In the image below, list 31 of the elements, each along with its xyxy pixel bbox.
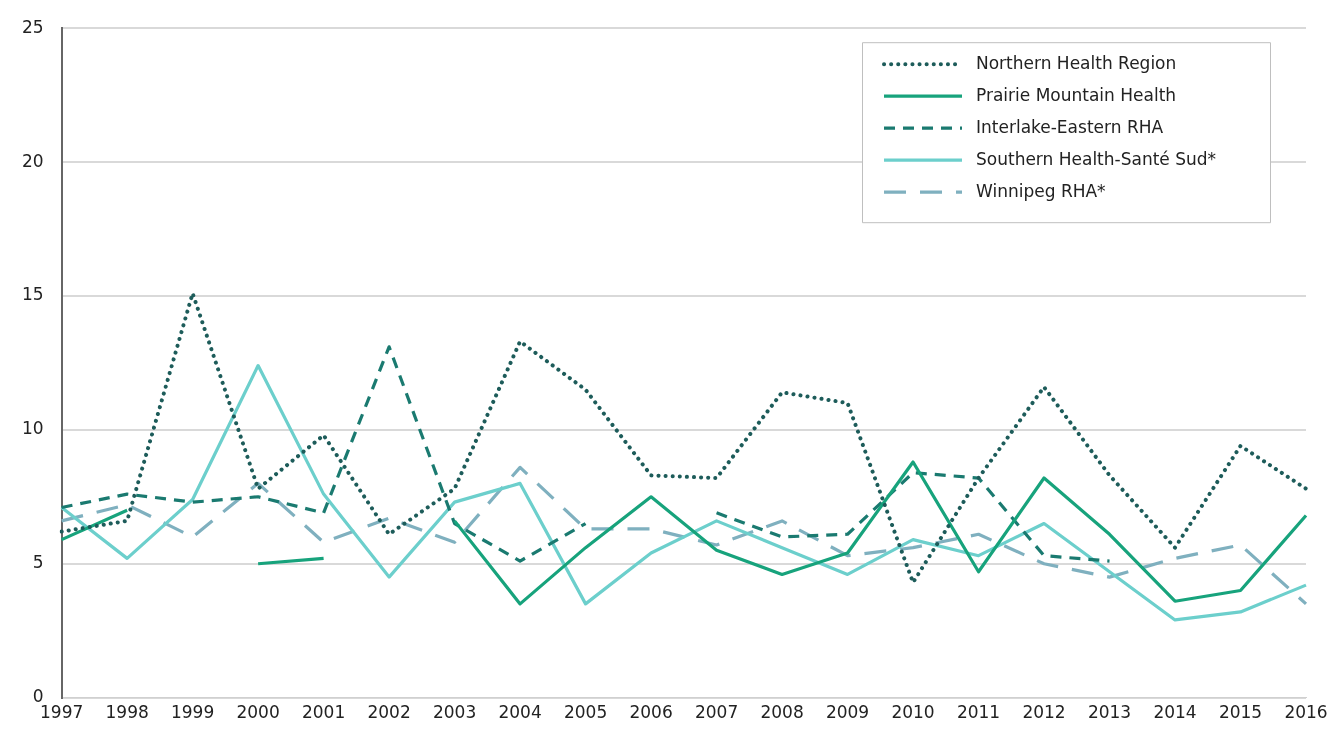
x-tick-label: 2003	[432, 702, 477, 723]
x-tick-label: 2004	[498, 702, 542, 723]
x-tick-label: 2011	[956, 702, 1001, 723]
x-tick-label: 2007	[694, 702, 739, 723]
y-tick-label: 25	[21, 16, 44, 37]
x-tick-label: 2000	[236, 702, 280, 723]
y-tick-label: 20	[21, 150, 44, 171]
x-tick-label: 2015	[1218, 702, 1263, 723]
x-tick-label: 2016	[1284, 702, 1328, 723]
x-tick-label: 2012	[1022, 702, 1066, 723]
legend-label: Northern Health Region	[976, 52, 1177, 73]
x-tick-label: 2002	[367, 702, 411, 723]
x-tick-label: 2010	[891, 702, 935, 723]
x-tick-label: 2014	[1153, 702, 1197, 723]
x-tick-label: 2001	[301, 702, 346, 723]
x-tick-label: 2005	[563, 702, 608, 723]
legend-label: Interlake-Eastern RHA	[976, 116, 1164, 137]
y-tick-label: 10	[21, 418, 44, 439]
x-tick-label: 2009	[825, 702, 870, 723]
x-tick-label: 2008	[760, 702, 804, 723]
y-tick-label: 5	[32, 552, 44, 573]
legend-label: Winnipeg RHA*	[976, 180, 1106, 201]
legend-label: Prairie Mountain Health	[976, 84, 1177, 105]
legend-label: Southern Health-Santé Sud*	[976, 148, 1217, 169]
line-series	[59, 291, 1308, 585]
x-tick-label: 2013	[1087, 702, 1132, 723]
y-tick-label: 15	[21, 284, 44, 305]
x-tick-label: 1998	[105, 702, 149, 723]
x-tick-label: 1999	[170, 702, 215, 723]
x-tick-label: 1997	[40, 702, 84, 723]
x-tick-label: 2006	[629, 702, 673, 723]
